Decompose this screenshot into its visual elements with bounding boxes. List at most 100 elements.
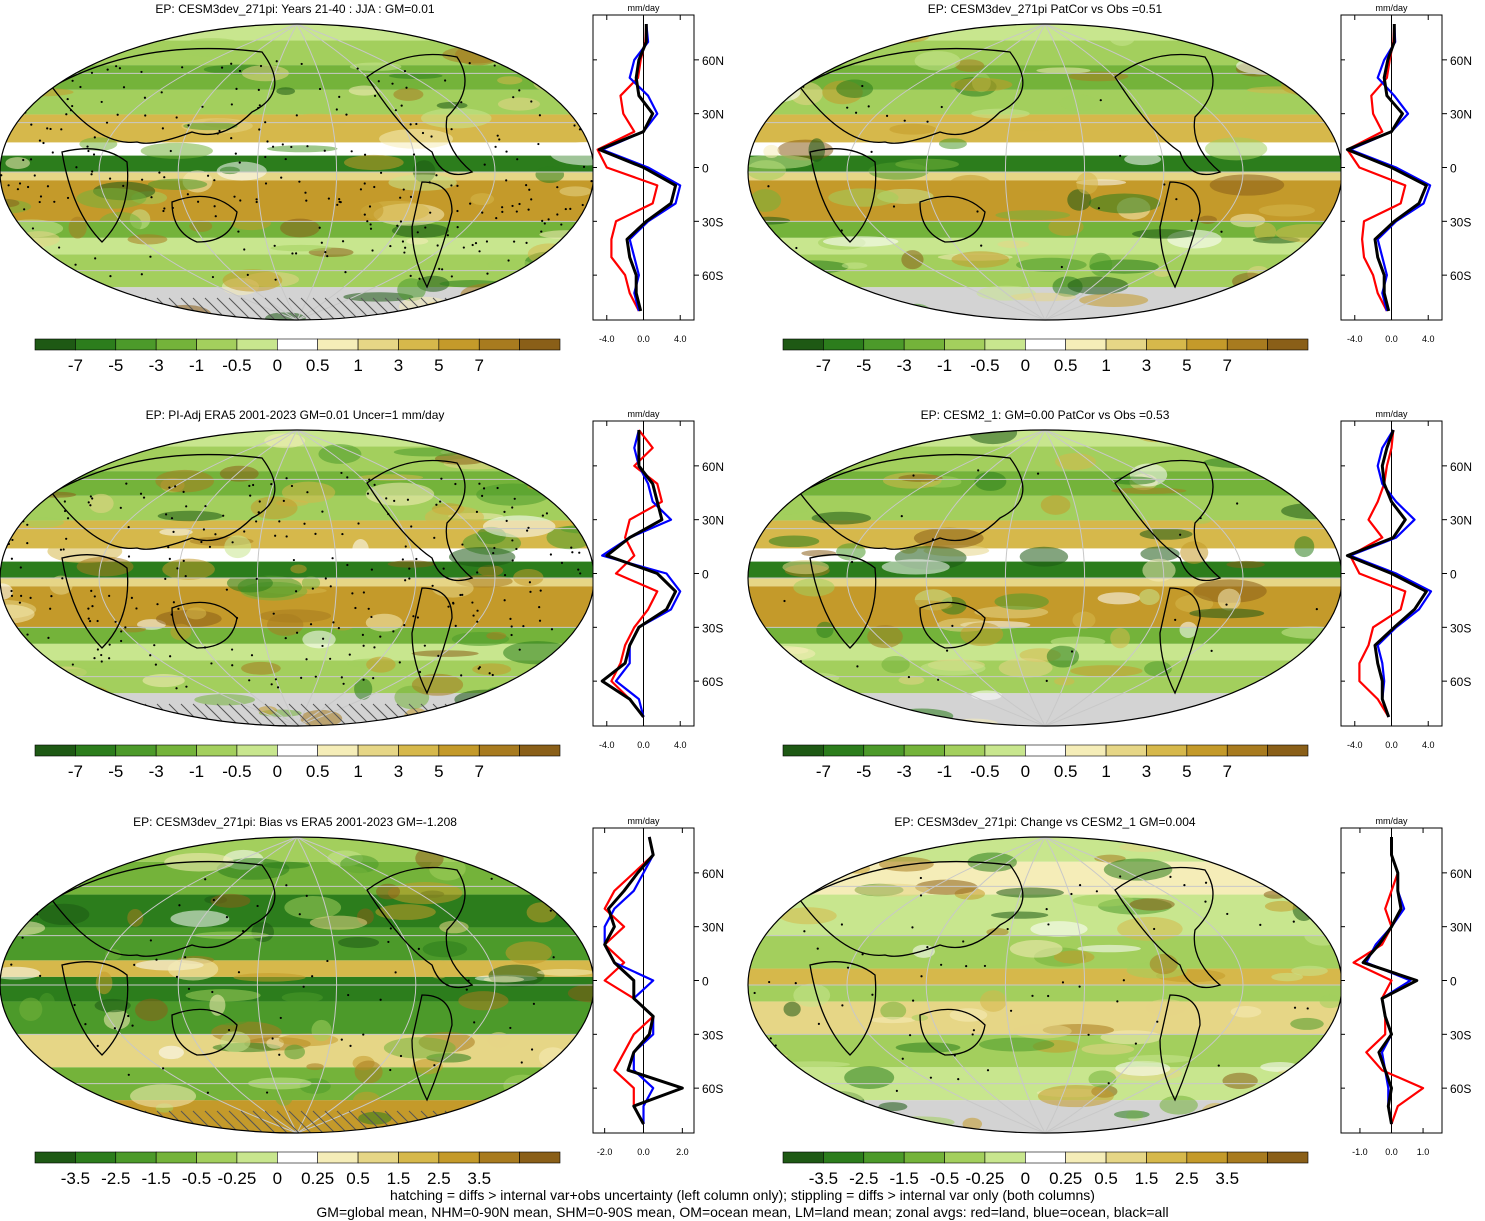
lat-tick-label: 30N bbox=[1450, 514, 1472, 528]
stipple-dot bbox=[551, 281, 554, 284]
stipple-dot bbox=[400, 104, 403, 107]
stipple-dot bbox=[549, 64, 552, 67]
precip-patch bbox=[503, 641, 572, 665]
stipple-dot bbox=[323, 149, 326, 152]
hatching-line bbox=[300, 703, 324, 726]
colorbar-tick-label: -1 bbox=[189, 356, 204, 375]
stipple-dot bbox=[437, 654, 440, 658]
colorbar-swatch bbox=[34, 1151, 76, 1164]
precip-patch bbox=[178, 38, 247, 57]
precip-patch bbox=[818, 434, 843, 450]
precip-patch bbox=[1275, 223, 1341, 243]
hatching-line bbox=[480, 1110, 504, 1133]
precip-patch bbox=[938, 138, 967, 150]
stipple-dot bbox=[338, 198, 341, 201]
stipple-dot bbox=[931, 538, 935, 541]
precip-patch bbox=[1009, 939, 1063, 958]
stipple-dot bbox=[493, 546, 496, 550]
colorbar-tick-label: -0.25 bbox=[966, 1169, 1005, 1188]
stipple-dot bbox=[155, 958, 158, 961]
lat-tick-label: 30S bbox=[702, 215, 723, 229]
stipple-dot bbox=[867, 105, 870, 108]
stipple-dot bbox=[803, 930, 806, 933]
stipple-dot bbox=[433, 1064, 436, 1067]
stipple-dot bbox=[235, 87, 238, 90]
stipple-dot bbox=[184, 956, 187, 959]
zonal-series-ocean bbox=[1349, 429, 1433, 718]
stipple-dot bbox=[496, 486, 499, 490]
stipple-dot bbox=[227, 1028, 231, 1032]
hatching-line bbox=[456, 1110, 480, 1133]
colorbar-swatch bbox=[317, 1151, 359, 1164]
colorbar-tick-label: -1 bbox=[189, 762, 204, 781]
stipple-dot bbox=[418, 277, 421, 280]
stipple-dot bbox=[518, 648, 521, 651]
stipple-dot bbox=[38, 200, 41, 204]
hatching-line bbox=[240, 297, 264, 320]
stipple-dot bbox=[321, 637, 325, 640]
stipple-dot bbox=[270, 683, 273, 686]
stipple-dot bbox=[1070, 892, 1073, 896]
stipple-dot bbox=[200, 540, 203, 544]
stipple-dot bbox=[181, 66, 184, 69]
stipple-dot bbox=[421, 131, 425, 135]
colorbar-swatch bbox=[903, 1151, 945, 1164]
stipple-dot bbox=[798, 1084, 801, 1087]
stipple-dot bbox=[1061, 981, 1065, 984]
precip-patch bbox=[1257, 444, 1308, 466]
stipple-dot bbox=[468, 62, 471, 65]
stipple-dot bbox=[30, 123, 33, 126]
stipple-dot bbox=[538, 114, 541, 117]
precip-patch bbox=[806, 711, 853, 726]
stipple-dot bbox=[1156, 1020, 1159, 1023]
stipple-dot bbox=[525, 184, 528, 187]
stipple-dot bbox=[359, 188, 363, 191]
longitude-gridline bbox=[98, 837, 298, 1133]
hatching-line bbox=[324, 1110, 348, 1133]
precip-patch bbox=[1059, 94, 1098, 112]
stipple-dot bbox=[300, 62, 303, 66]
stipple-dot bbox=[216, 132, 219, 135]
colorbar-tick-label: 0.25 bbox=[1049, 1169, 1082, 1188]
coastline bbox=[1114, 53, 1222, 176]
precip-patch bbox=[226, 573, 273, 593]
colorbar-tick-label: 1 bbox=[353, 356, 362, 375]
colorbar-swatch bbox=[519, 1151, 561, 1164]
precip-patch bbox=[550, 141, 594, 166]
longitude-gridline bbox=[256, 24, 298, 320]
precip-patch bbox=[1281, 502, 1342, 520]
stipple-dot bbox=[1009, 1009, 1013, 1012]
stipple-dot bbox=[405, 86, 408, 89]
map-panel bbox=[0, 23, 595, 321]
precip-patch bbox=[387, 882, 463, 905]
hatching-line bbox=[228, 297, 252, 320]
precip-patch bbox=[1241, 41, 1282, 65]
stipple-dot bbox=[459, 593, 462, 597]
colorbar-tick-label: -3 bbox=[897, 762, 912, 781]
stipple-dot bbox=[318, 87, 322, 91]
stipple-dot bbox=[4, 639, 7, 642]
precip-patch bbox=[76, 187, 147, 209]
precip-patch bbox=[748, 438, 792, 458]
precip-patch bbox=[38, 992, 56, 1015]
stipple-dot bbox=[846, 966, 850, 969]
stipple-dot bbox=[475, 510, 479, 513]
precip-patch bbox=[189, 220, 213, 232]
zonal-mean-plot: mm/day 60N 30N 0 30S 60S -1.0 0.0 1.0 bbox=[1340, 816, 1472, 1157]
stipple-dot bbox=[238, 161, 241, 164]
precip-patch bbox=[748, 1052, 788, 1059]
stipple-dot bbox=[1315, 608, 1318, 611]
precip-patch bbox=[526, 902, 557, 923]
lat-tick-label: 30N bbox=[1450, 921, 1472, 935]
stipple-dot bbox=[329, 657, 332, 660]
coastline bbox=[919, 1008, 986, 1056]
stipple-dot bbox=[105, 121, 109, 124]
stipple-dot bbox=[108, 594, 111, 597]
zonal-series-land bbox=[596, 23, 659, 312]
stipple-dot bbox=[265, 1091, 269, 1094]
stipple-dot bbox=[573, 124, 576, 127]
precip-band bbox=[0, 1001, 594, 1035]
colorbar-tick-label: -0.25 bbox=[218, 1169, 257, 1188]
lat-tick-label: 30N bbox=[702, 514, 724, 528]
stipple-dot bbox=[276, 686, 280, 689]
